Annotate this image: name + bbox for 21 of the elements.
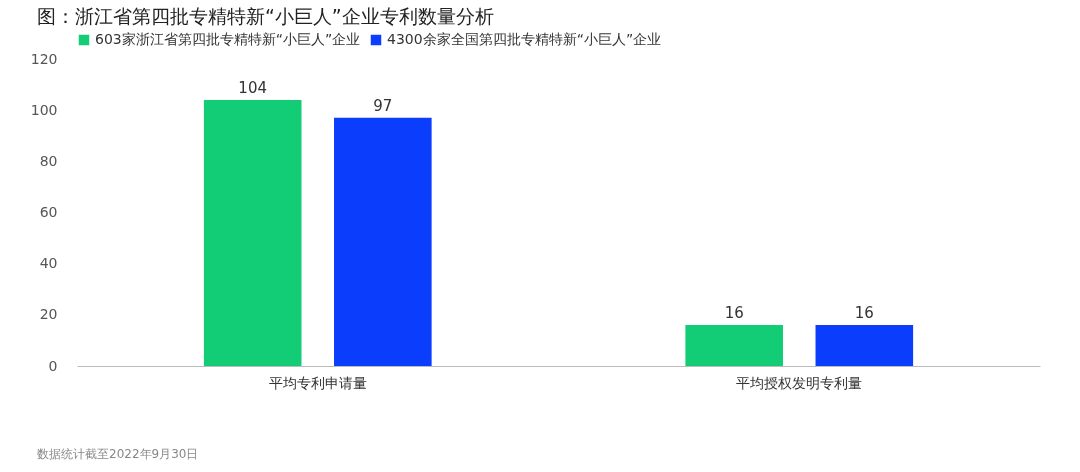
y-tick-label: 120 bbox=[30, 50, 58, 67]
bar bbox=[334, 117, 432, 366]
y-tick-label: 60 bbox=[39, 204, 58, 220]
x-tick-label: 平均专利申请量 bbox=[268, 374, 367, 391]
legend-label: 603家浙江省第四批专精特新“小巨人”企业 bbox=[95, 31, 361, 47]
data-label: 16 bbox=[724, 304, 744, 323]
bar bbox=[203, 99, 302, 366]
bar bbox=[815, 325, 914, 366]
y-tick-label: 80 bbox=[39, 152, 58, 169]
y-tick-label: 0 bbox=[48, 357, 58, 374]
text: 数据统计截至2022年9月30日 bbox=[37, 447, 199, 461]
data-label: 97 bbox=[373, 96, 393, 115]
x-tick-label: 平均授权发明专利量 bbox=[736, 374, 863, 391]
y-tick-label: 20 bbox=[39, 306, 58, 323]
data-label: 16 bbox=[854, 304, 874, 323]
y-tick-label: 100 bbox=[30, 101, 58, 118]
bar bbox=[685, 325, 783, 366]
chart-title: 图：浙江省第四批专精特新“小巨人”企业专利数量分析 bbox=[37, 5, 494, 27]
y-tick-label: 40 bbox=[39, 255, 58, 272]
legend-label: 4300余家全国第四批专精特新“小巨人”企业 bbox=[387, 31, 662, 47]
data-label: 104 bbox=[238, 78, 267, 97]
